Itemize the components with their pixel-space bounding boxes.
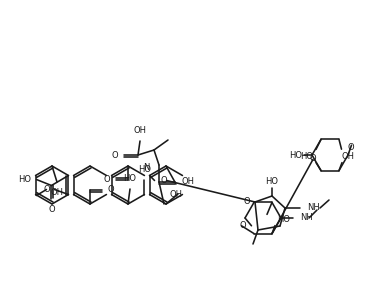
Text: OH: OH: [181, 178, 194, 187]
Text: O: O: [44, 185, 50, 194]
Text: OH: OH: [342, 151, 355, 161]
Text: O: O: [111, 151, 118, 159]
Text: O: O: [103, 176, 110, 185]
Text: O: O: [243, 197, 250, 207]
Text: OH: OH: [50, 188, 63, 197]
Text: HO: HO: [300, 151, 313, 161]
Text: HO: HO: [138, 164, 151, 173]
Text: O: O: [161, 176, 167, 185]
Text: HO: HO: [277, 214, 290, 224]
Text: O: O: [348, 143, 354, 152]
Text: O: O: [310, 154, 316, 163]
Text: HO: HO: [265, 177, 278, 186]
Text: NH: NH: [300, 214, 313, 222]
Text: HO: HO: [124, 174, 136, 183]
Text: NH: NH: [307, 204, 320, 212]
Text: OH: OH: [170, 190, 183, 199]
Text: O: O: [108, 185, 115, 195]
Text: HO: HO: [289, 151, 302, 159]
Text: O: O: [48, 205, 55, 214]
Text: N: N: [143, 163, 149, 171]
Text: OH: OH: [133, 126, 147, 135]
Text: HO: HO: [18, 175, 31, 184]
Text: O: O: [240, 221, 246, 230]
